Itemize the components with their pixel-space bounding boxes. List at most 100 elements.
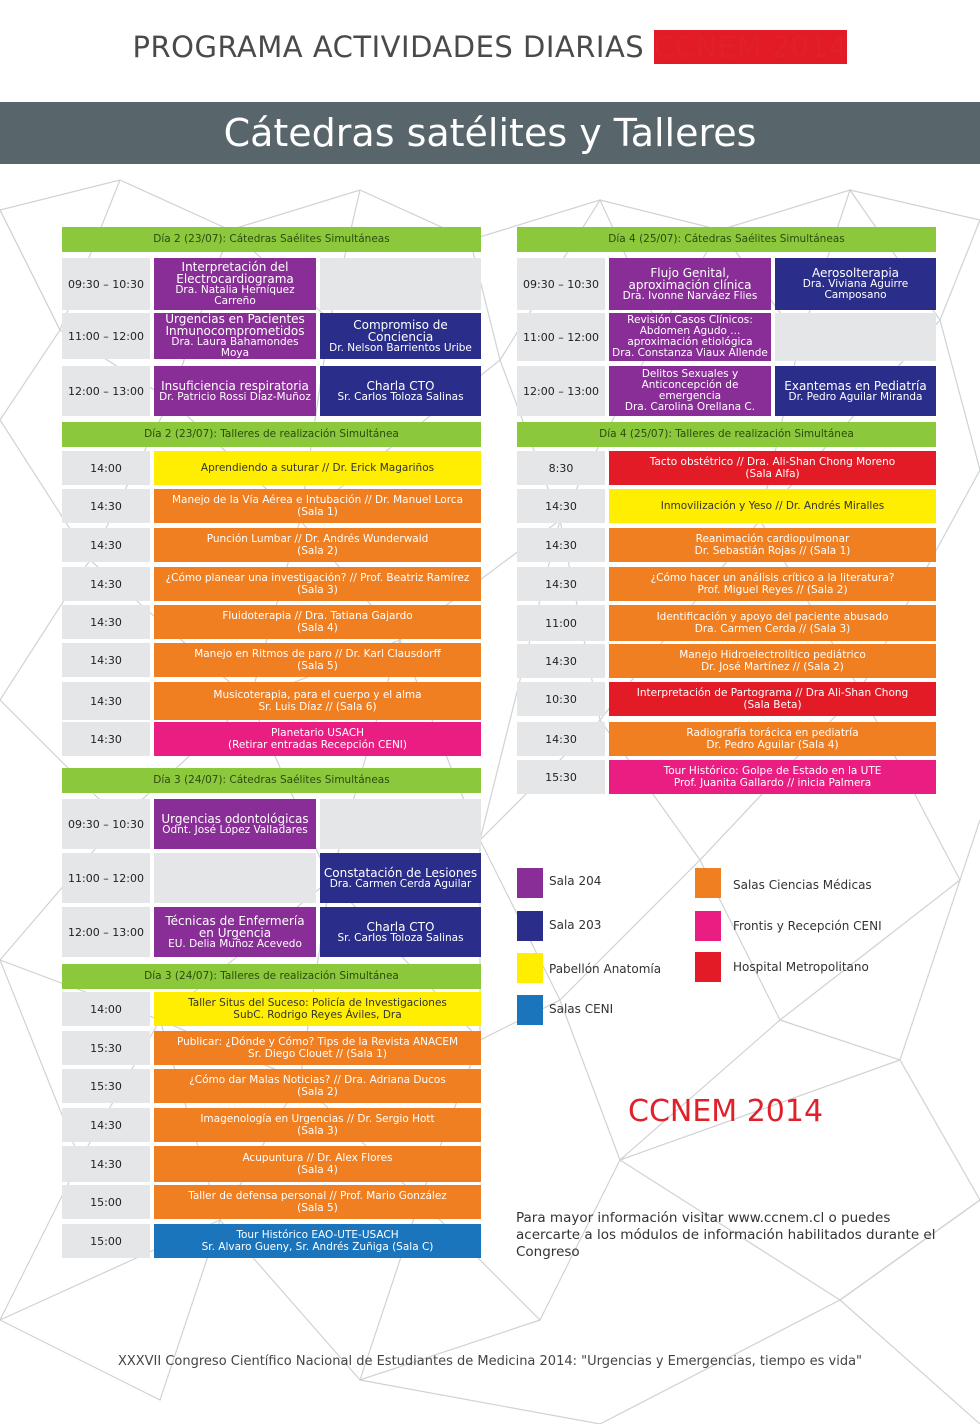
workshop-title: Radiografía torácica en pediatría: [686, 727, 859, 739]
workshop-block: ¿Cómo hacer un análisis crítico a la lit…: [609, 567, 936, 601]
workshop-detail: Dr. José Martínez // (Sala 2): [701, 661, 844, 673]
workshop-block: Reanimación cardiopulmonar Dr. Sebastián …: [609, 528, 936, 562]
workshop-title: ¿Cómo planear una investigación? // Prof…: [165, 572, 470, 584]
event-speaker: Dr. Nelson Barrientos Uribe: [329, 341, 472, 354]
workshop-title: Aprendiendo a suturar // Dr. Erick Magar…: [200, 462, 435, 474]
time-slot: 14:30: [517, 644, 605, 678]
legend-swatch-salas-ciencias-medicas: [695, 868, 721, 898]
legend-label: Salas CENI: [549, 1002, 614, 1016]
day2-catedras-header: Día 2 (23/07): Cátedras Saélites Simultá…: [62, 227, 481, 252]
workshop-title: Interpretación de Partograma // Dra Ali-…: [636, 687, 909, 699]
workshop-title: ¿Cómo dar Malas Noticias? // Dra. Adrian…: [189, 1074, 446, 1086]
event-title: Exantemas en Pediatría: [784, 378, 927, 393]
workshop-detail: (Sala 5): [297, 1202, 338, 1214]
workshop-block: Tacto obstétrico // Dra. Ali-Shan Chong …: [609, 451, 936, 485]
workshop-title: Reanimación cardiopulmonar: [695, 533, 850, 545]
event-title: Flujo Genital, aproximación clínica: [628, 265, 752, 292]
time-slot: 14:30: [517, 528, 605, 562]
legend-swatch-frontis-recepcion-ceni: [695, 911, 721, 941]
empty-slot: [154, 853, 316, 903]
workshop-title: Fluidoterapia // Dra. Tatiana Gajardo: [222, 610, 413, 622]
time-slot: 10:30: [517, 682, 605, 716]
time-slot: 14:30: [62, 489, 150, 523]
event-block: Urgencias odontológicas Odnt. José López …: [154, 799, 316, 849]
workshop-title: Imagenología en Urgencias // Dr. Sergio …: [200, 1113, 435, 1125]
workshop-detail: Dr. Pedro Aguilar (Sala 4): [706, 739, 839, 751]
time-slot: 14:30: [62, 1108, 150, 1142]
workshop-detail: Dra. Carmen Cerda // (Sala 3): [694, 623, 851, 635]
workshop-block: Manejo Hidroelectrolítico pediátrico Dr. …: [609, 644, 936, 678]
time-slot: 15:00: [62, 1224, 150, 1258]
time-slot: 15:30: [62, 1069, 150, 1103]
time-slot: 14:30: [62, 605, 150, 639]
workshop-block: Radiografía torácica en pediatría Dr. Ped…: [609, 722, 936, 756]
event-speaker: Sr. Carlos Toloza Salinas: [337, 931, 464, 944]
workshop-detail: Prof. Juanita Gallardo // inicia Palmera: [673, 777, 872, 789]
time-slot: 14:30: [62, 722, 150, 756]
event-block: Técnicas de Enfermería en Urgencia EU. De…: [154, 907, 316, 957]
empty-slot: [320, 258, 481, 310]
event-speaker: Dra. Carolina Orellana C.: [624, 401, 756, 413]
event-block: Constatación de Lesiones Dra. Carmen Cerd…: [320, 853, 481, 903]
title-accent: CCNEM 2014: [653, 30, 848, 64]
empty-slot: [320, 799, 481, 849]
workshop-block: Imagenología en Urgencias // Dr. Sergio …: [154, 1108, 481, 1142]
time-slot: 09:30 – 10:30: [517, 258, 605, 310]
event-block: Aerosolterapia Dra. Viviana Aguirre Campo…: [775, 258, 936, 310]
workshop-detail: (Sala 4): [297, 622, 338, 634]
workshop-detail: (Sala Alfa): [745, 468, 800, 480]
time-slot: 15:30: [62, 1031, 150, 1065]
event-speaker: EU. Delia Muñoz Acevedo: [168, 937, 302, 950]
legend-swatch-sala-203: [517, 911, 543, 941]
workshop-title: Musicoterapia, para el cuerpo y el alma: [213, 689, 422, 701]
event-speaker: Dra. Viviana Aguirre Camposano: [802, 278, 909, 301]
workshop-block: Fluidoterapia // Dra. Tatiana Gajardo (Sa…: [154, 605, 481, 639]
workshop-block: Acupuntura // Dr. Alex Flores (Sala 4): [154, 1146, 481, 1182]
time-slot: 15:00: [62, 1185, 150, 1219]
workshop-block: Aprendiendo a suturar // Dr. Erick Magar…: [154, 451, 481, 485]
workshop-detail: (Sala 1): [297, 506, 338, 518]
legend-label: Frontis y Recepción CENI: [733, 919, 882, 933]
event-title: Urgencias odontológicas: [161, 811, 309, 826]
workshop-detail: (Sala 3): [297, 584, 338, 596]
time-slot: 11:00 – 12:00: [517, 313, 605, 361]
event-speaker: Odnt. José López Valladares: [162, 823, 308, 836]
day2-talleres-header: Día 2 (23/07): Talleres de realización S…: [62, 422, 481, 447]
event-block: Flujo Genital, aproximación clínica Dra. …: [609, 258, 771, 310]
workshop-title: Punción Lumbar // Dr. Andrés Wunderwald: [206, 533, 429, 545]
workshop-block: Punción Lumbar // Dr. Andrés Wunderwald(…: [154, 528, 481, 562]
event-block: Interpretación del Electrocardiograma Dra…: [154, 258, 316, 310]
section-banner: Cátedras satélites y Talleres: [0, 102, 980, 164]
workshop-detail: SubC. Rodrigo Reyes Áviles, Dra: [233, 1009, 402, 1021]
workshop-title: Manejo en Ritmos de paro // Dr. Karl Cla…: [194, 648, 441, 660]
workshop-title: ¿Cómo hacer un análisis crítico a la lit…: [650, 572, 895, 584]
legend-swatch-salas-ceni: [517, 995, 543, 1025]
event-block: Charla CTO Sr. Carlos Toloza Salinas: [320, 907, 481, 957]
event-title: Charla CTO: [366, 378, 435, 393]
workshop-block: Musicoterapia, para el cuerpo y el alma S…: [154, 682, 481, 720]
event-title: Compromiso de Conciencia: [353, 317, 448, 344]
workshop-detail: Sr. Luis Díaz // (Sala 6): [258, 701, 377, 713]
time-slot: 09:30 – 10:30: [62, 799, 150, 849]
workshop-title: Publicar: ¿Dónde y Cómo? Tips de la Revi…: [176, 1036, 459, 1048]
workshop-detail: Sr. Alvaro Gueny, Sr. Andrés Zuñiga (Sal…: [201, 1241, 434, 1253]
workshop-title: Planetario USACH: [270, 727, 365, 739]
event-title: Urgencias en Pacientes Inmunocomprometid…: [165, 313, 305, 338]
workshop-title: Tour Histórico EAO-UTE-USACH: [236, 1229, 399, 1241]
info-text: Para mayor información visitar www.ccnem…: [516, 1210, 936, 1260]
workshop-block: Manejo de la Vía Aérea e Intubación // D…: [154, 489, 481, 523]
legend-label: Sala 204: [549, 874, 602, 888]
workshop-title: Identificación y apoyo del paciente abus…: [656, 611, 889, 623]
title-main: PROGRAMA ACTIVIDADES DIARIAS: [132, 30, 654, 64]
time-slot: 15:30: [517, 760, 605, 794]
day4-catedras-header: Día 4 (25/07): Cátedras Saélites Simultá…: [517, 227, 936, 252]
time-slot: 14:30: [517, 567, 605, 601]
workshop-block: ¿Cómo planear una investigación? // Prof…: [154, 567, 481, 601]
event-title: Delitos Sexuales y Anticoncepción de eme…: [641, 368, 739, 402]
time-slot: 11:00: [517, 605, 605, 641]
workshop-title: Manejo de la Vía Aérea e Intubación // D…: [171, 494, 464, 506]
time-slot: 11:00 – 12:00: [62, 853, 150, 903]
day3-talleres-header: Día 3 (24/07): Talleres de realización S…: [62, 964, 481, 989]
workshop-title: Taller Situs del Suceso: Policía de Inve…: [188, 997, 447, 1009]
workshop-block: Manejo en Ritmos de paro // Dr. Karl Cla…: [154, 643, 481, 677]
